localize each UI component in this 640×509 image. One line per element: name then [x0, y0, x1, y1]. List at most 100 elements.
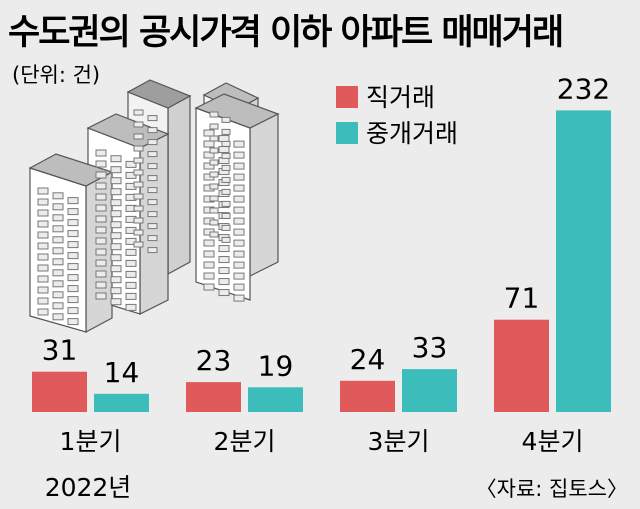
- building-window: [133, 169, 144, 176]
- building-window: [233, 239, 245, 247]
- building-window: [110, 232, 122, 240]
- building-window: [110, 199, 122, 207]
- building-window: [233, 184, 245, 192]
- building-window: [221, 140, 231, 147]
- building-window: [52, 225, 64, 233]
- building-window: [110, 221, 122, 229]
- building-window: [218, 278, 230, 286]
- building-window: [125, 160, 137, 168]
- bar-direct-q2: [186, 382, 241, 412]
- building-window: [233, 162, 245, 170]
- bar-brokered-q1: [94, 393, 149, 412]
- building-window: [125, 292, 137, 300]
- building-window: [125, 248, 137, 256]
- building-window: [233, 272, 245, 280]
- building-window: [67, 230, 79, 238]
- building-window: [133, 133, 144, 140]
- building-window: [125, 281, 137, 289]
- building-window: [209, 171, 219, 178]
- building-window: [37, 209, 49, 217]
- building-window: [209, 195, 219, 202]
- building-window: [133, 229, 144, 236]
- building-window: [221, 200, 231, 207]
- bar-direct-q3: [340, 380, 395, 412]
- building-window: [233, 283, 245, 291]
- building-window: [233, 206, 245, 214]
- value-label-direct-q1: 31: [42, 334, 78, 367]
- building-window: [95, 215, 107, 223]
- building-window: [52, 258, 64, 266]
- value-label-direct-q4: 71: [504, 282, 540, 315]
- chart-title: 수도권의 공시가격 이하 아파트 매매거래: [8, 13, 562, 53]
- building-window: [233, 195, 245, 203]
- building-window: [67, 307, 79, 315]
- building-window: [147, 115, 158, 122]
- building-window: [37, 198, 49, 206]
- building-window: [37, 286, 49, 294]
- building-window: [110, 243, 122, 251]
- building-window: [233, 173, 245, 181]
- building-window: [110, 210, 122, 218]
- building-window: [221, 236, 231, 243]
- building-window: [133, 157, 144, 164]
- building-window: [203, 261, 215, 269]
- apartment-buildings-illustration: [28, 79, 280, 334]
- building-window: [95, 281, 107, 289]
- source-label: 〈자료: 집토스〉: [476, 477, 628, 501]
- building-window: [221, 224, 231, 231]
- building-window: [110, 265, 122, 273]
- bar-brokered-q4: [556, 110, 611, 413]
- building-window: [52, 280, 64, 288]
- building-window: [203, 239, 215, 247]
- building-window: [95, 237, 107, 245]
- legend-label-brokered: 중개거래: [366, 119, 458, 148]
- bar-brokered-q3: [402, 369, 457, 412]
- building-window: [52, 214, 64, 222]
- building-window: [218, 267, 230, 275]
- building-window: [147, 175, 158, 182]
- building-window: [37, 253, 49, 261]
- building-window: [221, 176, 231, 183]
- building-window: [52, 203, 64, 211]
- building-window: [95, 259, 107, 267]
- building-window: [147, 151, 158, 158]
- building-window: [110, 188, 122, 196]
- building-window: [67, 274, 79, 282]
- building-window: [203, 162, 215, 170]
- building-window: [209, 219, 219, 226]
- building-window: [147, 247, 158, 254]
- building-window: [52, 302, 64, 310]
- building-window: [203, 250, 215, 258]
- building-window: [209, 231, 219, 238]
- value-label-brokered-q1: 14: [104, 356, 140, 389]
- building-window: [125, 237, 137, 245]
- building-window: [37, 220, 49, 228]
- building-window: [95, 160, 107, 168]
- building-window: [209, 183, 219, 190]
- building-window: [133, 145, 144, 152]
- building-window: [37, 275, 49, 283]
- legend-swatch-brokered: [336, 122, 358, 144]
- building-window: [203, 140, 215, 148]
- building-window: [37, 187, 49, 195]
- building-window: [133, 109, 144, 116]
- building-window: [37, 242, 49, 250]
- building-window: [95, 149, 107, 157]
- unit-label: (단위: 건): [12, 63, 100, 87]
- building-window: [110, 177, 122, 185]
- building-window: [67, 296, 79, 304]
- building-window: [67, 241, 79, 249]
- building-window: [218, 256, 230, 264]
- building-window: [147, 199, 158, 206]
- building-window: [110, 287, 122, 295]
- bar-brokered-q2: [248, 387, 303, 412]
- building-window: [233, 261, 245, 269]
- building-window: [52, 291, 64, 299]
- building-window: [221, 116, 231, 123]
- building-window: [52, 192, 64, 200]
- building-window: [95, 248, 107, 256]
- value-label-brokered-q4: 232: [557, 72, 610, 105]
- building-window: [67, 197, 79, 205]
